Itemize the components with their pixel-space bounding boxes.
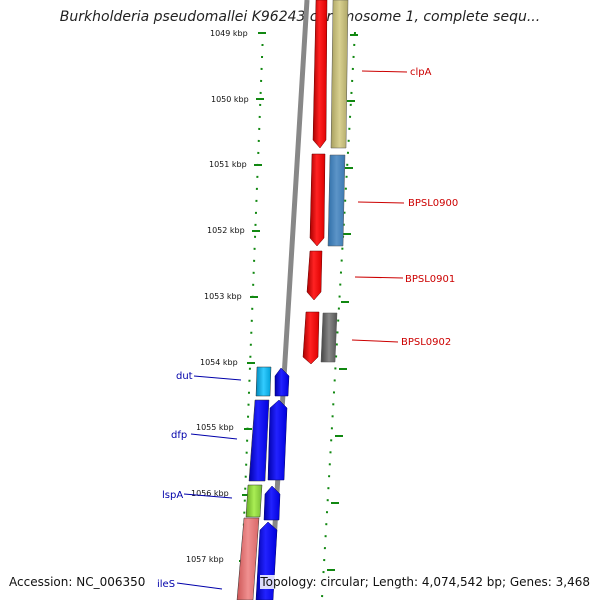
tick-label-1050: 1050 kbp: [211, 95, 249, 104]
cds-forward-1: [312, 0, 328, 149]
gene-label-dut: dut: [176, 371, 193, 382]
tick-label-1056: 1056 kbp: [191, 489, 229, 498]
tick-label-1053: 1053 kbp: [204, 292, 242, 301]
gene-label-bpsl0901: BPSL0901: [405, 274, 455, 285]
gene-label-ileS: ileS: [157, 579, 175, 590]
forward-cds-track: [302, 0, 328, 365]
tick-label-1057: 1057 kbp: [186, 555, 224, 564]
function-track: [320, 0, 349, 363]
cds-reverse-3: [263, 485, 281, 521]
reverse-function-track: [236, 366, 272, 600]
bpsl0900-block: [327, 154, 346, 247]
gene-label-dfp: dfp: [171, 430, 187, 441]
tick-label-1049: 1049 kbp: [210, 29, 248, 38]
tick-label-1051: 1051 kbp: [209, 160, 247, 169]
topology-text: Topology: circular; Length: 4,074,542 bp…: [260, 575, 590, 589]
lspA-block: [245, 484, 263, 518]
dfp-block: [248, 399, 270, 482]
accession-text: Accession: NC_006350: [9, 575, 146, 589]
tick-label-1054: 1054 kbp: [200, 358, 238, 367]
cds-reverse-2: [267, 399, 288, 481]
cds-forward-3: [306, 250, 323, 301]
ileS-block: [236, 517, 260, 600]
gene-label-clpA: clpA: [410, 67, 432, 78]
tick-label-1055: 1055 kbp: [196, 423, 234, 432]
gene-label-bpsl0900: BPSL0900: [408, 198, 458, 209]
bpsl0902-block: [320, 312, 338, 363]
clpA-block: [330, 0, 349, 149]
gene-label-lspA: lspA: [162, 490, 183, 501]
tick-label-1052: 1052 kbp: [207, 226, 245, 235]
major-ticks: [239, 32, 266, 562]
map-title: Burkholderia pseudomallei K96243 chromos…: [59, 9, 541, 25]
outer-major-ticks: [327, 34, 358, 571]
cds-reverse-1: [274, 367, 290, 397]
gene-label-bpsl0902: BPSL0902: [401, 337, 451, 348]
dut-block: [255, 366, 272, 397]
label-leaders: [176, 70, 408, 590]
cds-forward-2: [309, 153, 326, 247]
cds-forward-4: [302, 311, 320, 365]
